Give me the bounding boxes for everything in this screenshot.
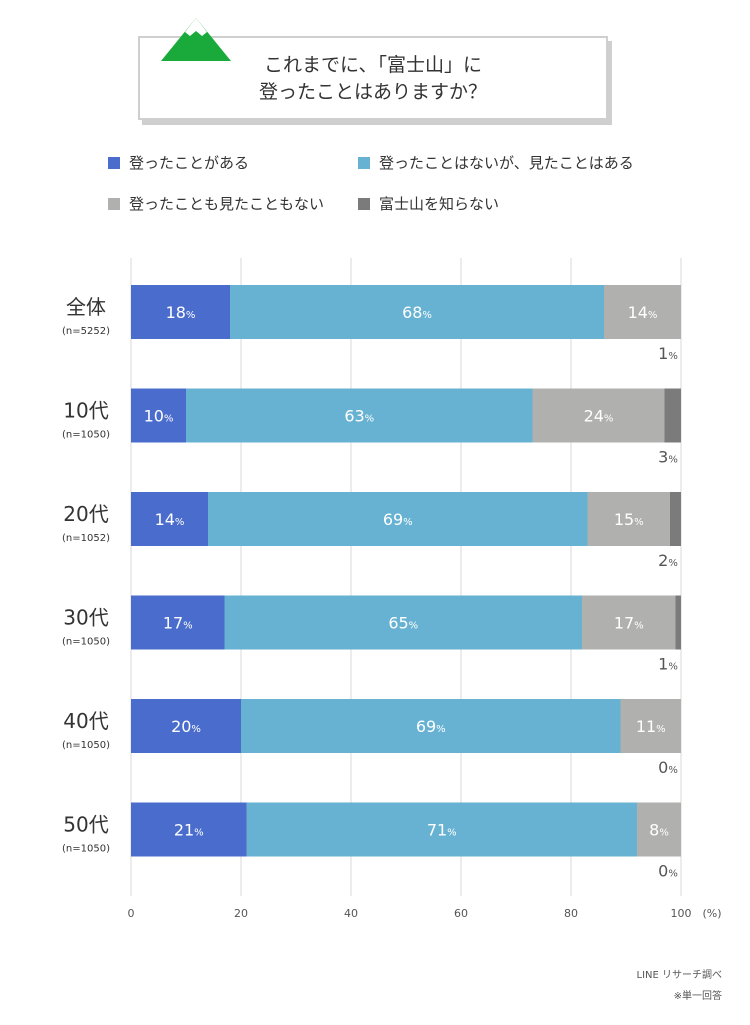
bar-segment-series3 (664, 388, 681, 443)
bar-segment-series0 (131, 492, 208, 546)
category-sample-size: (n=1050) (62, 430, 110, 441)
category-label: 30代 (63, 606, 108, 630)
x-tick-label-40: 40 (344, 907, 358, 920)
data-label: 20% (171, 717, 201, 736)
data-label: 63% (344, 407, 374, 426)
legend-item-climbed: 登ったことがある (108, 152, 249, 173)
data-label: 10% (144, 407, 174, 426)
bar-segment-series2 (620, 699, 681, 753)
x-tick-label-20: 20 (234, 907, 248, 920)
category-label: 40代 (63, 709, 108, 733)
bar-segment-series1 (246, 802, 637, 857)
bar-segment-series1 (224, 595, 582, 650)
bar-segment-series3 (675, 595, 681, 650)
data-label-outside: 2% (658, 551, 678, 570)
data-label: 11% (636, 717, 666, 736)
bar-segment-series2 (604, 285, 681, 339)
answer-type-note: ※単一回答 (673, 991, 722, 1002)
bar-segment-series2 (637, 802, 681, 857)
bar-segment-series1 (208, 492, 588, 546)
data-label-outside: 1% (658, 344, 678, 363)
mount-fuji-icon (161, 18, 231, 61)
category-sample-size: (n=1050) (62, 740, 110, 751)
bar-segment-series2 (532, 388, 665, 443)
bar-segment-series0 (131, 595, 225, 650)
title-box: これまでに、「富士山」に 登ったことはありますか？ (138, 36, 608, 120)
data-label-outside: 1% (658, 655, 678, 674)
bar-segment-series2 (582, 595, 676, 650)
legend-item-unknown: 富士山を知らない (358, 193, 499, 214)
category-sample-size: (n=1050) (62, 637, 110, 648)
category-label: 50代 (63, 813, 108, 837)
legend-swatch-climbed (108, 156, 120, 169)
category-label: 全体 (66, 295, 106, 319)
data-label: 68% (402, 303, 432, 322)
legend-label-seen: 登ったことはないが、見たことはある (379, 154, 634, 172)
data-label: 15% (614, 510, 644, 529)
data-label: 69% (416, 717, 446, 736)
data-label: 21% (174, 821, 204, 840)
data-label: 24% (584, 407, 614, 426)
category-label: 10代 (63, 399, 108, 423)
x-tick-label-100: 100 (671, 907, 692, 920)
data-label: 17% (163, 614, 193, 633)
data-label: 18% (166, 303, 196, 322)
source-note: LINE リサーチ調べ (636, 970, 723, 981)
category-sample-size: (n=1050) (62, 844, 110, 855)
data-label: 71% (427, 821, 457, 840)
legend-item-neither: 登ったことも見たこともない (108, 193, 324, 214)
data-label: 69% (383, 510, 413, 529)
legend-label-climbed: 登ったことがある (129, 154, 250, 172)
data-label: 14% (628, 303, 658, 322)
category-sample-size: (n=1052) (62, 533, 110, 544)
title-line-2: 登ったことはありますか？ (258, 81, 487, 103)
bar-segment-series1 (186, 388, 533, 443)
legend-swatch-seen (358, 156, 370, 169)
bar-segment-series0 (131, 285, 230, 339)
category-label: 20代 (63, 502, 108, 526)
bar-segment-series0 (131, 802, 247, 857)
legend-label-neither: 登ったことも見たこともない (129, 195, 325, 213)
legend-swatch-unknown (358, 197, 370, 210)
data-label: 17% (614, 614, 644, 633)
title-line-1: これまでに、「富士山」に (264, 54, 482, 76)
bar-segment-series1 (230, 285, 604, 339)
legend-swatch-neither (108, 197, 120, 210)
stacked-bar-chart: 0 20 40 60 80 100 (%) 全体 (n=5252) 18% 68% 14% 1% 10代 (… (62, 258, 722, 920)
legend-item-seen: 登ったことはないが、見たことはある (358, 152, 634, 173)
bar-segment-series2 (587, 492, 670, 546)
category-sample-size: (n=5252) (62, 326, 110, 337)
bar-segment-series3 (670, 492, 681, 546)
data-label: 65% (388, 614, 418, 633)
data-label-outside: 0% (658, 862, 678, 881)
data-label: 8% (649, 821, 669, 840)
data-label: 14% (155, 510, 185, 529)
x-tick-label-80: 80 (564, 907, 578, 920)
x-unit-label: (%) (702, 907, 721, 920)
bar-segment-series0 (131, 388, 186, 443)
data-label-outside: 3% (658, 448, 678, 467)
chart-title: これまでに、「富士山」に 登ったことはありますか？ (140, 52, 606, 106)
legend-label-unknown: 富士山を知らない (379, 195, 500, 213)
x-tick-label-0: 0 (128, 907, 135, 920)
bar-segment-series0 (131, 699, 241, 753)
x-tick-label-60: 60 (454, 907, 468, 920)
data-label-outside: 0% (658, 758, 678, 777)
bar-segment-series1 (241, 699, 621, 753)
